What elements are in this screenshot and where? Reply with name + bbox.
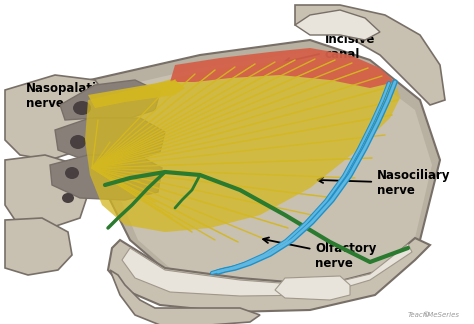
Polygon shape <box>5 218 72 275</box>
Polygon shape <box>295 5 445 105</box>
Polygon shape <box>85 58 400 232</box>
Ellipse shape <box>73 101 91 115</box>
Polygon shape <box>5 75 110 160</box>
Polygon shape <box>55 118 165 162</box>
Ellipse shape <box>62 193 74 203</box>
Text: Olfactory
nerve: Olfactory nerve <box>263 237 376 270</box>
Polygon shape <box>108 238 430 312</box>
Polygon shape <box>102 52 432 288</box>
Text: Nasociliary
nerve: Nasociliary nerve <box>318 169 450 197</box>
Polygon shape <box>295 10 380 40</box>
Text: Incisive
canal: Incisive canal <box>284 33 375 64</box>
Text: TeachMeSeries: TeachMeSeries <box>408 312 460 318</box>
Polygon shape <box>50 155 162 200</box>
Polygon shape <box>170 48 395 88</box>
Polygon shape <box>275 276 350 300</box>
Ellipse shape <box>65 167 79 179</box>
Polygon shape <box>110 270 260 324</box>
Text: ©: © <box>423 312 430 318</box>
Polygon shape <box>122 244 412 296</box>
Polygon shape <box>88 80 185 108</box>
Ellipse shape <box>70 135 86 149</box>
Text: Nasopalatine
nerve: Nasopalatine nerve <box>26 82 117 129</box>
Polygon shape <box>60 80 160 120</box>
Polygon shape <box>88 40 440 295</box>
Polygon shape <box>5 155 90 228</box>
